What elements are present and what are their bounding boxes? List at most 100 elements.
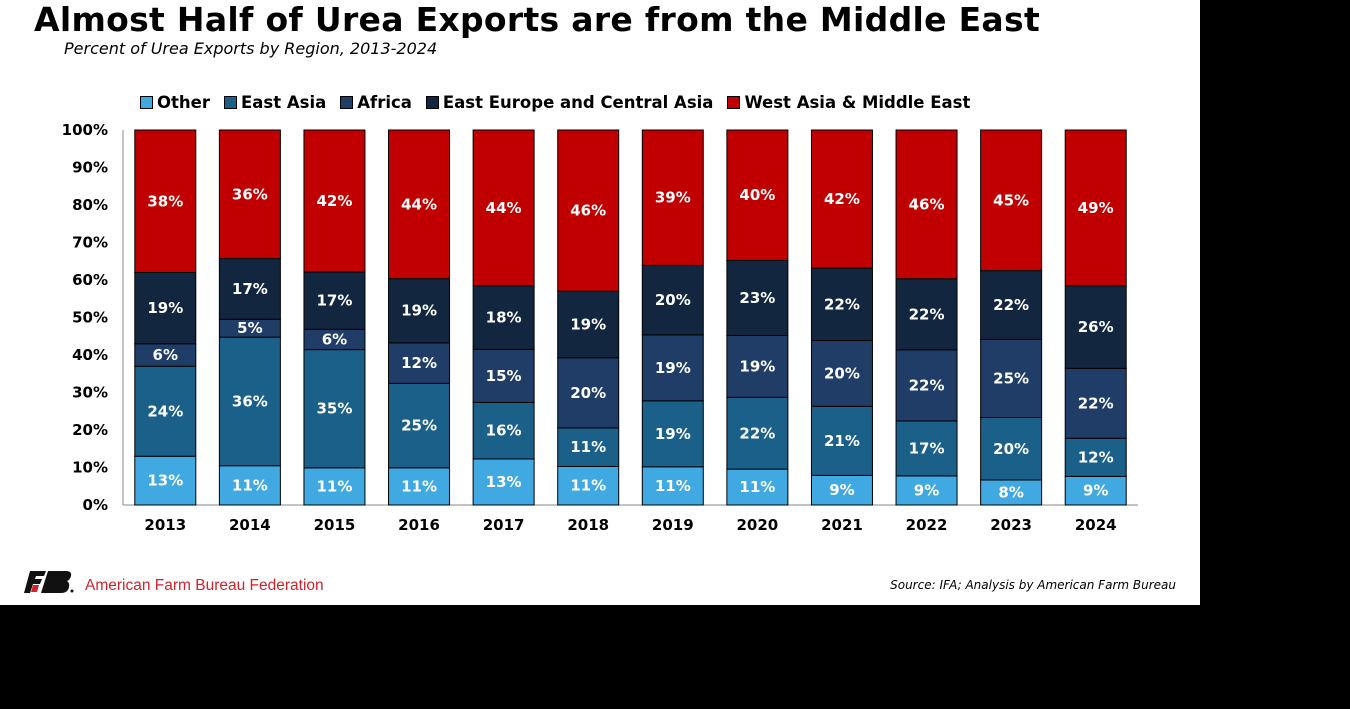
- data-label: 42%: [824, 190, 860, 208]
- bar-segment: [895, 475, 958, 506]
- data-label: 19%: [570, 316, 606, 334]
- data-label: 17%: [232, 280, 268, 298]
- bar-segment: [641, 264, 704, 336]
- chart-canvas: Almost Half of Urea Exports are from the…: [0, 0, 1200, 605]
- bar-segment: [557, 290, 620, 359]
- data-label: 11%: [655, 477, 691, 495]
- legend: Other East Asia Africa East Europe and Cent…: [140, 93, 970, 112]
- y-tick-label: 40%: [72, 346, 108, 364]
- data-label: 20%: [993, 440, 1029, 458]
- bar-segment: [726, 468, 789, 506]
- data-label: 19%: [655, 425, 691, 443]
- data-label: 17%: [317, 292, 353, 310]
- data-label: 49%: [1078, 199, 1114, 217]
- data-label: 20%: [824, 364, 860, 382]
- data-label: 15%: [486, 367, 522, 385]
- chart-subtitle: Percent of Urea Exports by Region, 2013-…: [64, 39, 438, 58]
- x-tick-label: 2024: [1075, 516, 1117, 534]
- bar-segment: [218, 258, 281, 320]
- bar-segment: [472, 401, 535, 460]
- bar-segment: [810, 267, 873, 342]
- data-label: 44%: [401, 195, 437, 213]
- legend-label: Africa: [357, 93, 412, 112]
- data-label: 11%: [401, 477, 437, 495]
- bar-segment: [895, 129, 958, 280]
- data-label: 20%: [570, 384, 606, 402]
- y-tick-label: 20%: [72, 421, 108, 439]
- y-tick-label: 60%: [72, 271, 108, 289]
- x-tick-label: 2018: [567, 516, 609, 534]
- bar-segment: [218, 129, 281, 260]
- bar-segment: [1064, 437, 1127, 477]
- bar-segment: [641, 129, 704, 266]
- bar-segment: [388, 382, 451, 469]
- data-label: 26%: [1078, 318, 1114, 336]
- data-label: 19%: [401, 302, 437, 320]
- data-label: 8%: [998, 484, 1023, 502]
- bar-segment: [810, 474, 873, 506]
- y-tick-label: 30%: [72, 384, 108, 402]
- data-label: 22%: [909, 376, 945, 394]
- data-label: 45%: [993, 191, 1029, 209]
- bar-segment: [557, 129, 620, 292]
- data-label: 13%: [147, 472, 183, 490]
- data-label: 23%: [739, 289, 775, 307]
- legend-item: Other: [140, 93, 210, 112]
- data-label: 9%: [1083, 482, 1108, 500]
- legend-label: Other: [157, 93, 210, 112]
- bar-segment: [980, 129, 1043, 272]
- data-label: 5%: [237, 319, 262, 337]
- data-label: 19%: [739, 357, 775, 375]
- x-tick-label: 2017: [483, 516, 525, 534]
- data-label: 16%: [486, 422, 522, 440]
- bar-segment: [472, 348, 535, 403]
- data-label: 6%: [153, 346, 178, 364]
- y-tick-label: 100%: [62, 121, 108, 139]
- bar-segment: [1064, 475, 1127, 506]
- data-label: 22%: [824, 295, 860, 313]
- x-tick-label: 2013: [144, 516, 186, 534]
- x-tick-label: 2019: [652, 516, 694, 534]
- legend-label: East Asia: [241, 93, 327, 112]
- data-label: 22%: [739, 424, 775, 442]
- bar-segment: [134, 272, 197, 345]
- bar-segment: [557, 465, 620, 506]
- bar-segment: [895, 278, 958, 351]
- bar-segment: [134, 455, 197, 506]
- x-tick-label: 2015: [314, 516, 356, 534]
- legend-item: East Europe and Central Asia: [425, 93, 713, 112]
- bar-segment: [980, 338, 1043, 418]
- bar-segment: [388, 129, 451, 280]
- legend-swatch: [224, 96, 237, 109]
- bar-segment: [1064, 285, 1127, 369]
- legend-swatch: [340, 96, 354, 109]
- data-label: 46%: [570, 202, 606, 220]
- bar-segment: [303, 129, 366, 273]
- y-tick-label: 80%: [72, 196, 108, 214]
- stacked-bar-chart: 0% 10% 20% 30% 40% 50% 60% 70% 80% 90% 100% 13% 24% 6…: [62, 121, 1138, 534]
- bar-segment: [726, 259, 789, 336]
- data-label: 11%: [570, 477, 606, 495]
- bar-segment: [980, 479, 1043, 506]
- data-label: 13%: [486, 473, 522, 491]
- fb-logo-icon: [24, 571, 74, 593]
- source-note: Source: IFA; Analysis by American Farm B…: [890, 578, 1176, 592]
- data-label: 9%: [829, 481, 854, 499]
- bar-segment: [303, 271, 366, 330]
- bar-segment: [472, 129, 535, 287]
- y-tick-label: 10%: [72, 459, 108, 477]
- bar-segment: [641, 400, 704, 468]
- x-tick-label: 2021: [821, 516, 863, 534]
- x-tick-label: 2023: [990, 516, 1032, 534]
- data-label: 19%: [147, 299, 183, 317]
- data-label: 38%: [147, 192, 183, 210]
- legend-swatch: [727, 96, 741, 109]
- y-tick-label: 70%: [72, 234, 108, 252]
- bar-segment: [472, 285, 535, 350]
- legend-swatch: [140, 96, 153, 109]
- data-label: 22%: [909, 305, 945, 323]
- data-label: 39%: [655, 189, 691, 207]
- x-tick-label: 2014: [229, 516, 271, 534]
- y-tick-label: 0%: [83, 496, 108, 514]
- data-label: 40%: [739, 186, 775, 204]
